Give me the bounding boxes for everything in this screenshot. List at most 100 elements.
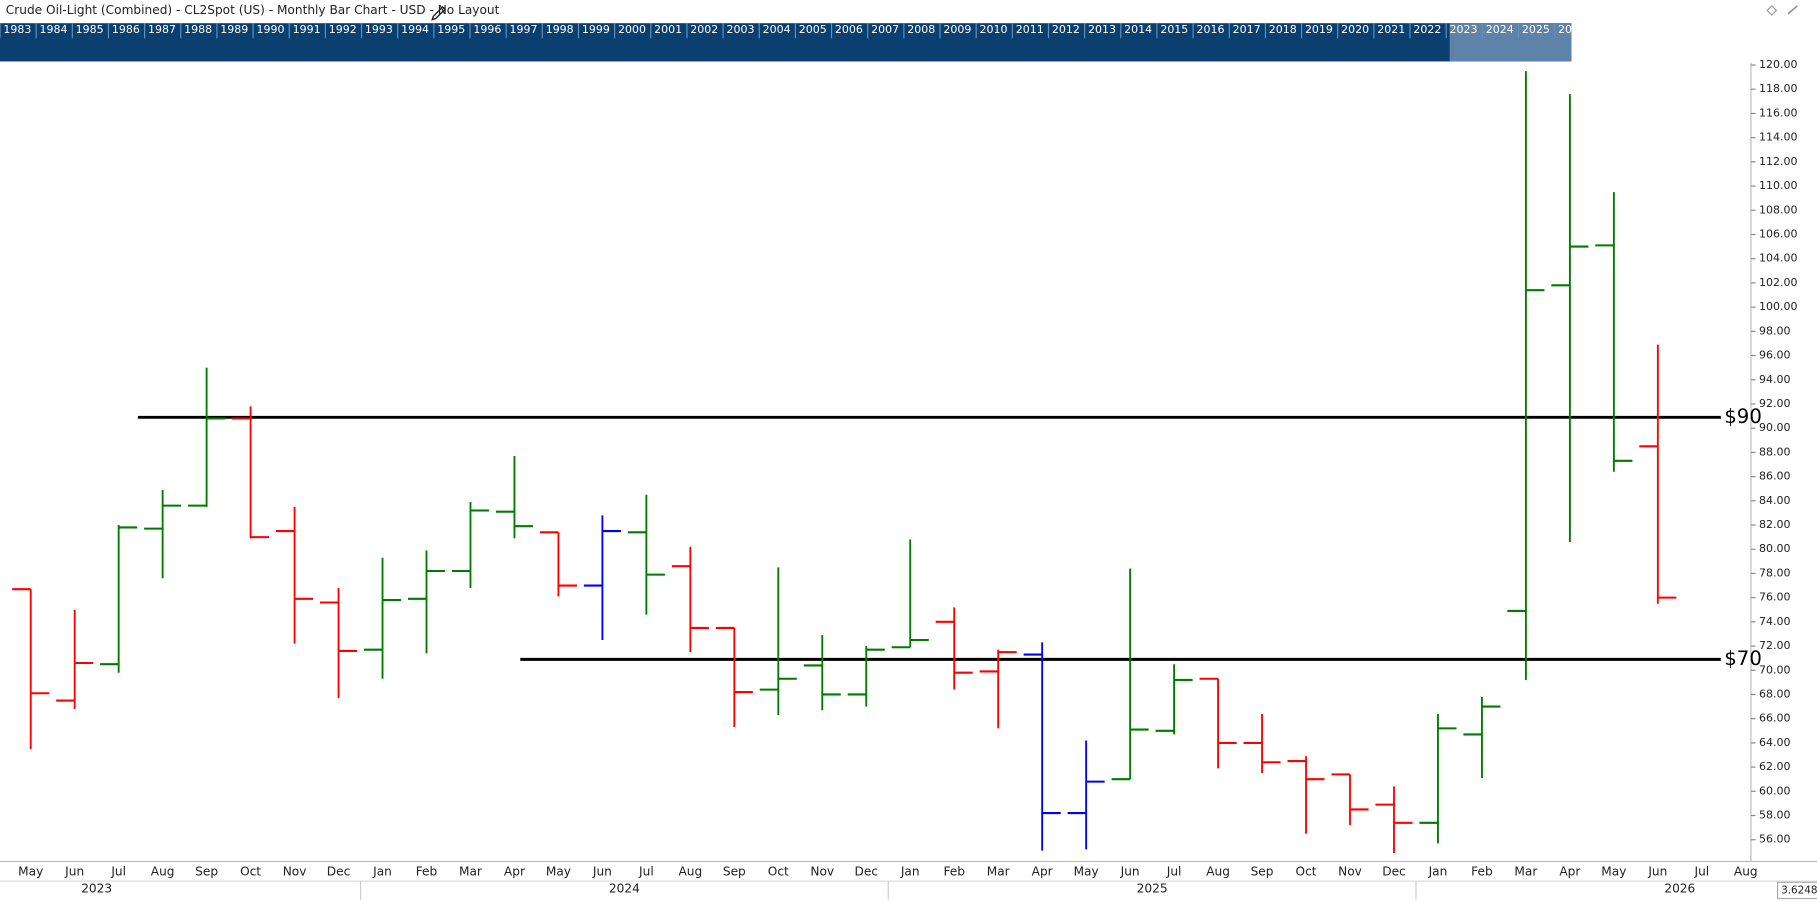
price-bar <box>1551 94 1589 542</box>
navigator-year: 2006 <box>835 23 863 36</box>
navigator-year: 1992 <box>329 23 357 36</box>
x-tick-label: Dec <box>1382 864 1406 878</box>
price-bar <box>1463 696 1501 779</box>
x-tick-label: Nov <box>810 864 834 878</box>
y-tick-label: 58.00 <box>1759 809 1790 822</box>
price-bar <box>100 525 138 673</box>
x-tick-label: Oct <box>240 864 261 878</box>
navigator-year: 2016 <box>1196 23 1224 36</box>
x-tick-label: Apr <box>504 864 525 878</box>
x-tick-label: Nov <box>283 864 307 878</box>
x-tick-label: Jun <box>64 864 84 878</box>
y-tick-label: 62.00 <box>1759 760 1790 773</box>
y-tick-label: 100.00 <box>1759 300 1797 313</box>
y-tick-label: 84.00 <box>1759 494 1790 507</box>
y-tick-label: 76.00 <box>1759 591 1790 604</box>
navigator-year: 2015 <box>1160 23 1188 36</box>
price-bar <box>363 557 402 679</box>
x-tick-label: Jun <box>1120 864 1140 878</box>
price-bar <box>715 626 753 728</box>
price-bar <box>759 567 797 716</box>
y-tick-label: 90.00 <box>1759 421 1790 434</box>
navigator-year: 2024 <box>1486 23 1514 36</box>
navigator[interactable] <box>0 23 1572 62</box>
navigator-year: 2019 <box>1305 23 1333 36</box>
navigator-year: 2009 <box>943 23 971 36</box>
price-bar <box>1155 664 1193 735</box>
navigator-year: 1986 <box>112 23 140 36</box>
x-tick-label: Aug <box>1734 864 1758 878</box>
y-tick-label: 114.00 <box>1759 131 1797 144</box>
navigator-year: 1984 <box>40 23 68 36</box>
navigator-year: 1998 <box>546 23 574 36</box>
navigator-year: 2022 <box>1413 23 1441 36</box>
navigator-year: 2002 <box>690 23 718 36</box>
navigator-year: 2014 <box>1124 23 1152 36</box>
navigator-year: 2012 <box>1052 23 1080 36</box>
diamond-icon[interactable] <box>1766 4 1778 16</box>
y-tick-label: 78.00 <box>1759 566 1790 579</box>
navigator-year: 1983 <box>3 23 31 36</box>
x-tick-label: Oct <box>768 864 789 878</box>
navigator-year: 2018 <box>1269 23 1297 36</box>
navigator-year: 2007 <box>871 23 899 36</box>
x-tick-label: May <box>18 864 43 878</box>
x-tick-label: Feb <box>943 864 965 878</box>
price-bar <box>1639 344 1677 604</box>
navigator-year: 1997 <box>510 23 538 36</box>
x-tick-label: Mar <box>987 864 1010 878</box>
x-tick-label: Mar <box>1514 864 1537 878</box>
pin-icon[interactable] <box>1787 5 1798 15</box>
navigator-year: 1990 <box>256 23 284 36</box>
navigator-year: 2000 <box>618 23 646 36</box>
y-tick-label: 108.00 <box>1759 203 1797 216</box>
price-bar <box>1199 677 1237 769</box>
x-tick-label: Jul <box>110 864 126 878</box>
scale-box <box>1777 881 1817 900</box>
x-tick-label: Dec <box>854 864 878 878</box>
x-tick-label: Jan <box>900 864 920 878</box>
year-label: 2024 <box>609 882 640 896</box>
price-bar <box>891 539 929 649</box>
price-bar <box>12 588 50 749</box>
price-bar <box>1595 192 1633 472</box>
navigator-selection[interactable] <box>1449 23 1572 62</box>
x-tick-label: Feb <box>416 864 438 878</box>
navigator-year: 2026 <box>1558 23 1586 36</box>
navigator-year: 1994 <box>401 23 429 36</box>
navigator-year: 2010 <box>980 23 1008 36</box>
y-tick-label: 94.00 <box>1759 373 1790 386</box>
year-label: 2026 <box>1664 882 1695 896</box>
x-tick-label: Aug <box>678 864 702 878</box>
y-tick-label: 68.00 <box>1759 687 1790 700</box>
navigator-year: 2008 <box>907 23 935 36</box>
navigator-year: 2003 <box>726 23 754 36</box>
price-bar <box>1243 713 1281 774</box>
navigator-year: 2001 <box>654 23 682 36</box>
price-bar <box>56 609 94 710</box>
navigator-year: 1999 <box>582 23 610 36</box>
y-tick-label: 66.00 <box>1759 712 1790 725</box>
x-tick-label: Dec <box>327 864 351 878</box>
x-tick-label: May <box>1074 864 1099 878</box>
level-label: $90 <box>1724 405 1762 428</box>
navigator-year: 2020 <box>1341 23 1369 36</box>
x-tick-label: Aug <box>1206 864 1230 878</box>
y-tick-label: 102.00 <box>1759 276 1797 289</box>
price-bar <box>1419 713 1457 844</box>
edit-icon[interactable] <box>431 5 446 21</box>
price-bar <box>451 502 490 588</box>
scale-label: 3.62488 <box>1781 884 1817 896</box>
navigator-years: 1983 1984 1985 1986 1987 1988 1989 1990 1991 1992… <box>0 23 1586 39</box>
y-tick-label: 116.00 <box>1759 106 1797 119</box>
price-bar <box>188 367 226 507</box>
navigator-year: 2025 <box>1522 23 1550 36</box>
price-bar <box>847 646 885 707</box>
navigator-year: 1989 <box>220 23 248 36</box>
x-tick-label: Sep <box>195 864 218 878</box>
price-bar <box>803 635 841 711</box>
x-tick-label: Aug <box>151 864 175 878</box>
